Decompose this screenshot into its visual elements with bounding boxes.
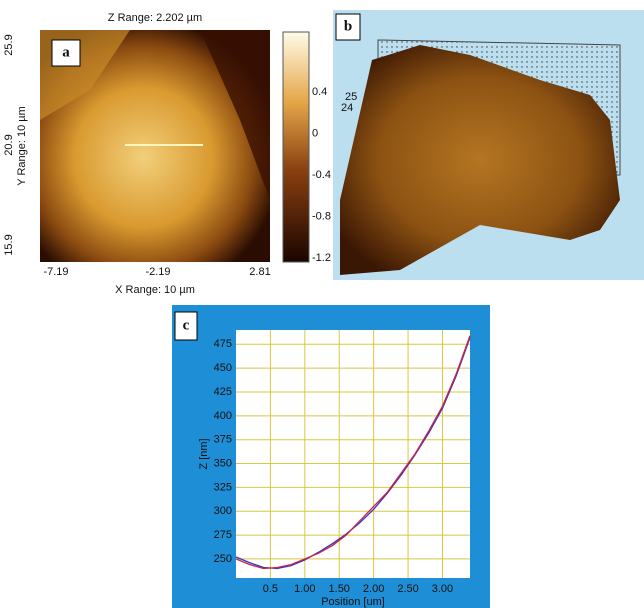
y-tick-label: 325 bbox=[214, 481, 232, 493]
colorbar-tick-label: -0.8 bbox=[312, 210, 331, 222]
colorbar-tick-label: -0.4 bbox=[312, 169, 331, 181]
y-tick-label: 450 bbox=[214, 362, 232, 374]
panel-a: a Z Range: 2.202 µm X Range: 10 µm Y Ran… bbox=[16, 12, 310, 296]
afm-region bbox=[200, 30, 270, 200]
x-tick-label: 1.00 bbox=[294, 583, 315, 595]
panel-b: b 25 24 bbox=[333, 10, 644, 280]
label-box bbox=[335, 13, 361, 41]
x-tick-label: 3.00 bbox=[432, 583, 453, 595]
label-box bbox=[174, 311, 198, 341]
x-axis-label: Position [um] bbox=[321, 596, 385, 608]
y-tick-label: 20.9 bbox=[3, 134, 15, 155]
panel-label: a bbox=[62, 44, 70, 60]
y-tick-label: 25.9 bbox=[3, 34, 15, 55]
scale-label: 25 bbox=[345, 91, 357, 103]
x-tick-label: 2.50 bbox=[397, 583, 418, 595]
y-tick-label: 350 bbox=[214, 457, 232, 469]
colorbar-tick-label: 0 bbox=[312, 127, 318, 139]
colorbar-tick-label: 0.4 bbox=[312, 86, 327, 98]
x-tick-label: -2.19 bbox=[145, 266, 170, 278]
panel-c: c Z [nm] Position [um] 250 275 300 325 350 37… bbox=[172, 305, 490, 608]
y-tick-label: 375 bbox=[214, 434, 232, 446]
y-tick-label: 250 bbox=[214, 553, 232, 565]
label-box bbox=[51, 39, 81, 67]
x-tick-label: 2.00 bbox=[363, 583, 384, 595]
surface bbox=[340, 45, 620, 275]
y-tick-label: 475 bbox=[214, 338, 232, 350]
panel-label: c bbox=[183, 317, 190, 333]
y-tick-label: 15.9 bbox=[3, 234, 15, 255]
y-axis-label: Z [nm] bbox=[198, 438, 210, 469]
x-tick-label: -7.19 bbox=[43, 266, 68, 278]
x-tick-label: 2.81 bbox=[249, 266, 270, 278]
z-range: Z Range: 2.202 µm bbox=[108, 12, 202, 24]
scale-label: 24 bbox=[341, 102, 353, 114]
y-range: Y Range: 10 µm bbox=[16, 106, 28, 186]
y-tick-label: 300 bbox=[214, 505, 232, 517]
panel-label: b bbox=[344, 18, 352, 34]
x-range: X Range: 10 µm bbox=[115, 284, 195, 296]
colorbar-tick-label: -1.2 bbox=[312, 252, 331, 264]
x-tick-label: 0.5 bbox=[263, 583, 278, 595]
x-tick-label: 1.50 bbox=[329, 583, 350, 595]
data-line bbox=[235, 335, 471, 570]
colorbar bbox=[282, 31, 310, 263]
plot-area bbox=[236, 330, 470, 578]
y-tick-label: 425 bbox=[214, 386, 232, 398]
y-tick-label: 275 bbox=[214, 529, 232, 541]
y-tick-label: 400 bbox=[214, 410, 232, 422]
